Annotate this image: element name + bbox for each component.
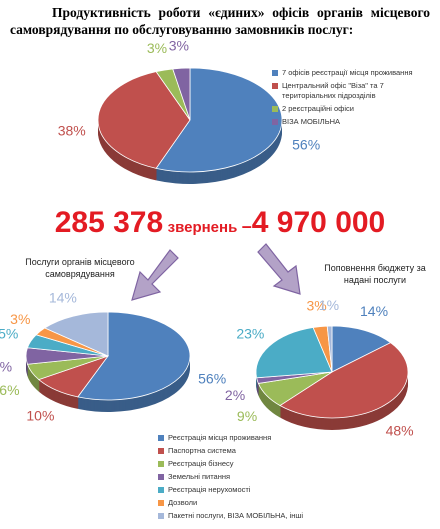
legend-swatch <box>272 83 278 89</box>
data-label: 10% <box>26 407 54 423</box>
data-label: 3% <box>306 298 326 314</box>
legend-label: 7 офісів реєстрації місця проживання <box>282 68 413 77</box>
legend-label: 2 реєстраційні офіси <box>282 104 354 113</box>
data-label: 14% <box>360 303 388 319</box>
legend-swatch <box>158 448 164 454</box>
legend-item: Центральний офіс "Віза" та 7 територіаль… <box>272 81 432 101</box>
legend-swatch <box>272 119 278 125</box>
pie-slice <box>326 325 333 373</box>
pie: 56% 38% 3% 3% <box>58 37 320 184</box>
legend-item: 2 реєстраційні офіси <box>272 104 432 114</box>
requests: 285 378 <box>54 206 164 239</box>
legend-item: Реєстрація нерухомості <box>158 485 428 495</box>
legend-label: Паспортна система <box>168 446 236 455</box>
pie-slice <box>255 327 333 379</box>
pie-slice <box>77 311 191 401</box>
budget: 4 970 000 <box>251 206 386 239</box>
pie-slice <box>279 342 409 419</box>
data-label: 56% <box>198 371 226 387</box>
legend-label: Реєстрація місця проживання <box>168 433 272 442</box>
pie: 56% 10% 6% 6% 5%3% 14% <box>0 290 226 424</box>
legend: 7 офісів реєстрації місця проживання Цент… <box>272 68 432 130</box>
legend-item: Реєстрація бізнесу <box>158 459 428 469</box>
legend: Реєстрація місця проживання Паспортна сис… <box>158 433 428 524</box>
legend-swatch <box>158 500 164 506</box>
legend-item: ВІЗА МОБІЛЬНА <box>272 117 432 127</box>
data-label: 3% <box>169 37 189 53</box>
pie: 14% 48% 9% 2% 23% 3%1% <box>225 297 414 439</box>
legend-item: Пакетні послуги, ВІЗА МОБІЛЬНА, інші <box>158 511 428 521</box>
legend-label: Земельні питання <box>168 472 231 481</box>
legend-swatch <box>272 70 278 76</box>
chart-title: Поповнення бюджету за надані послуги <box>324 263 426 285</box>
legend-label: Центральний офіс "Віза" та 7 територіаль… <box>282 81 384 100</box>
legend-item: Паспортна система <box>158 446 428 456</box>
pie-slice <box>172 67 191 121</box>
data-label: 1% <box>319 297 339 313</box>
pie-slice <box>43 311 109 357</box>
data-label: 14% <box>49 290 77 306</box>
legend-swatch <box>158 513 164 519</box>
dash: – <box>241 216 252 236</box>
summary: 285 378 звернень –4 970 000 <box>0 206 440 240</box>
legend-label: Реєстрація бізнесу <box>168 459 234 468</box>
pie-slice <box>155 67 283 173</box>
data-label: 9% <box>237 408 257 424</box>
legend-label: Реєстрація нерухомості <box>168 485 251 494</box>
legend-item: Реєстрація місця проживання <box>158 433 428 443</box>
legend-swatch <box>158 435 164 441</box>
arrows <box>131 243 301 301</box>
data-label: 38% <box>58 123 86 139</box>
data-label: 3% <box>147 40 167 56</box>
legend-item: Дозволи <box>158 498 428 508</box>
data-label: 5% <box>0 325 18 341</box>
chart-title: Послуги органів місцевого самоврядування <box>25 257 135 279</box>
data-label: 3% <box>10 311 30 327</box>
legend-swatch <box>158 474 164 480</box>
legend-label: ВІЗА МОБІЛЬНА <box>282 117 341 126</box>
requests-word: звернень <box>167 219 238 236</box>
data-label: 23% <box>236 326 264 342</box>
data-label: 48% <box>386 423 414 439</box>
pie-slice <box>331 325 392 373</box>
legend-swatch <box>158 487 164 493</box>
data-label: 6% <box>0 382 20 398</box>
legend-item: 7 офісів реєстрації місця проживання <box>272 68 432 78</box>
heading: Продуктивність роботи «єдиних» офісів ор… <box>10 5 430 37</box>
data-label: 56% <box>292 136 320 152</box>
legend-item: Земельні питання <box>158 472 428 482</box>
legend-swatch <box>158 461 164 467</box>
data-label: 2% <box>225 387 245 403</box>
legend-label: Дозволи <box>168 498 198 507</box>
legend-swatch <box>272 106 278 112</box>
data-label: 6% <box>0 359 12 375</box>
legend-label: Пакетні послуги, ВІЗА МОБІЛЬНА, інші <box>168 511 304 520</box>
pie-slice <box>97 71 191 169</box>
